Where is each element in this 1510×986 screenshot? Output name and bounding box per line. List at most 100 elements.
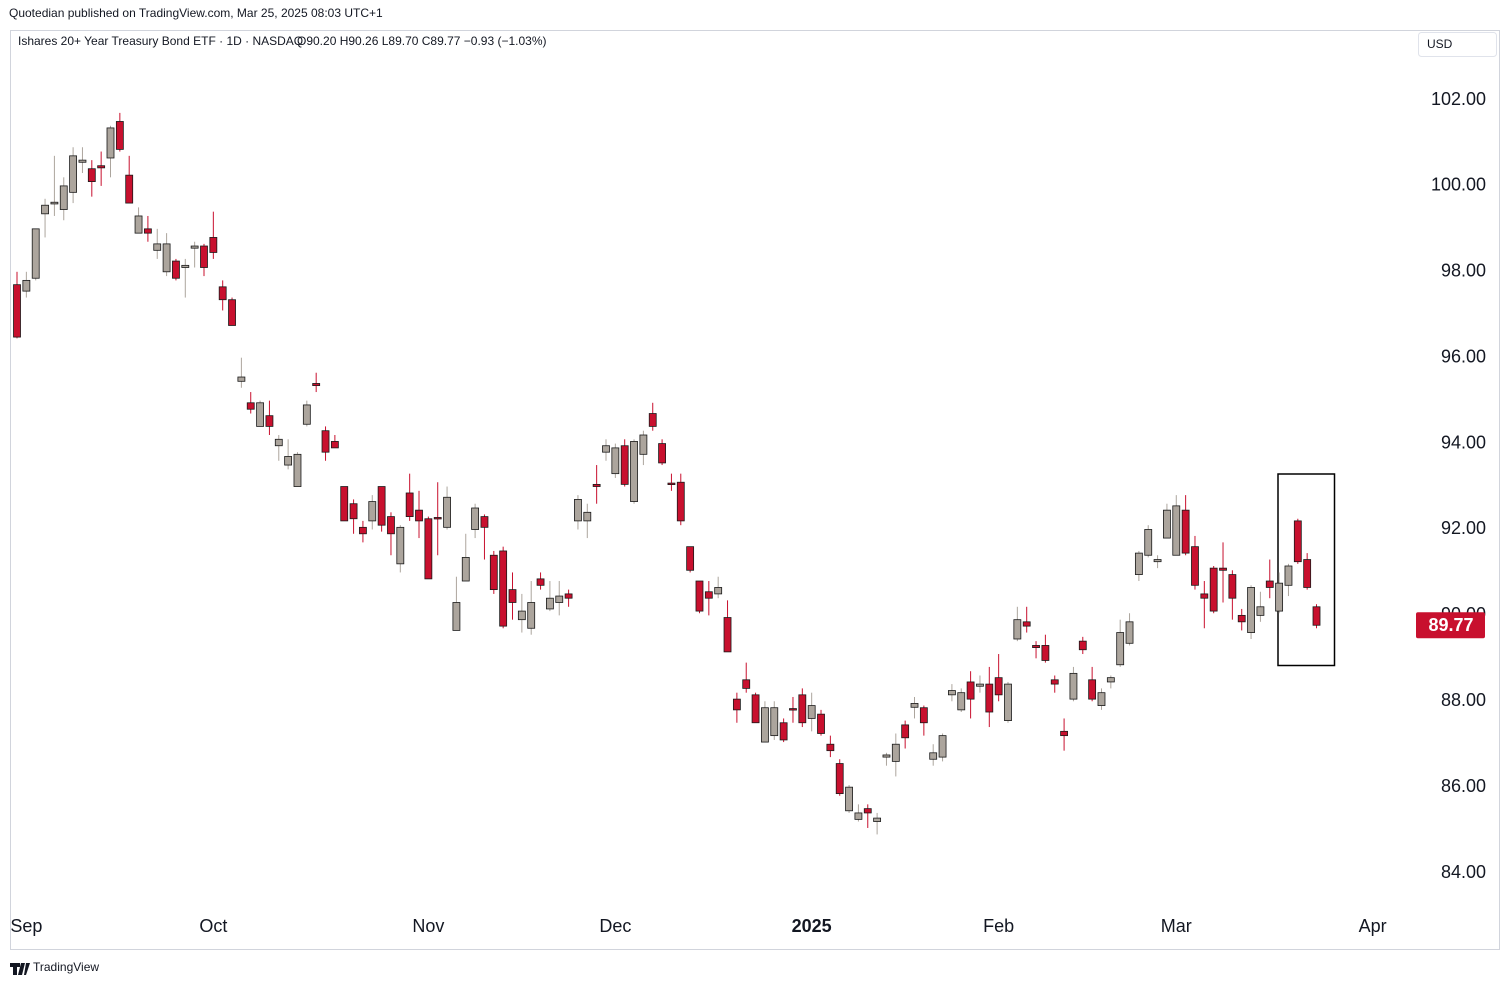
candle-body bbox=[695, 580, 704, 612]
candle-body bbox=[443, 496, 451, 528]
x-tick-label: Mar bbox=[1161, 916, 1192, 936]
symbol-title: Ishares 20+ Year Treasury Bond ETF · 1D … bbox=[18, 34, 303, 48]
y-tick-label: 100.00 bbox=[1431, 175, 1486, 195]
candle-body bbox=[602, 445, 610, 453]
candle-body bbox=[190, 245, 199, 249]
candle-body bbox=[966, 681, 975, 700]
chart-frame bbox=[10, 30, 1500, 950]
candle-body bbox=[1069, 672, 1078, 700]
highlight-box bbox=[1277, 473, 1336, 667]
candle-body bbox=[882, 754, 891, 758]
candle-body bbox=[1256, 606, 1265, 616]
candle-body bbox=[1134, 552, 1143, 575]
candle-body bbox=[1041, 645, 1050, 661]
candle-body bbox=[863, 808, 872, 814]
candle-body bbox=[1228, 574, 1237, 599]
candle-body bbox=[1153, 559, 1162, 563]
x-tick-label: Sep bbox=[10, 916, 42, 936]
candle-body bbox=[976, 683, 984, 687]
candle-body bbox=[87, 168, 96, 183]
candle-body bbox=[891, 743, 900, 762]
publisher-note: Quotedian published on TradingView.com, … bbox=[9, 6, 383, 20]
candle-body bbox=[779, 722, 788, 741]
candle-body bbox=[284, 456, 293, 466]
candle-body bbox=[181, 264, 190, 268]
candle-body bbox=[31, 228, 40, 279]
tradingview-logo bbox=[10, 963, 30, 975]
footer-brand: TradingView bbox=[33, 960, 99, 974]
candle-body bbox=[910, 703, 919, 708]
candle-body bbox=[1125, 621, 1134, 644]
candle-body bbox=[714, 587, 723, 595]
candle-body bbox=[1013, 619, 1022, 640]
candle-body bbox=[415, 509, 423, 522]
candle-body bbox=[340, 486, 349, 522]
candle-body bbox=[798, 694, 807, 724]
candle-body bbox=[901, 724, 910, 739]
candle-body bbox=[574, 499, 582, 522]
candle-body bbox=[265, 415, 274, 427]
candle-body bbox=[405, 492, 414, 517]
candle-body bbox=[994, 677, 1003, 696]
candle-body bbox=[676, 481, 685, 522]
candle-body bbox=[1172, 505, 1181, 556]
candle-body bbox=[59, 185, 68, 210]
candle-body bbox=[1293, 520, 1302, 563]
last-price-box bbox=[1416, 612, 1485, 639]
candle-body bbox=[938, 735, 947, 758]
x-tick-label: Apr bbox=[1359, 916, 1387, 936]
candle-body bbox=[1219, 567, 1227, 571]
candle-body bbox=[115, 121, 124, 150]
candle-body bbox=[835, 763, 844, 795]
candle-body bbox=[1078, 640, 1087, 651]
candle-body bbox=[1106, 677, 1115, 683]
candle-body bbox=[489, 554, 498, 591]
candle-body bbox=[1181, 509, 1190, 554]
y-tick-label: 92.00 bbox=[1441, 518, 1486, 538]
candle-body bbox=[555, 595, 564, 603]
candle-body bbox=[134, 215, 143, 234]
candle-body bbox=[639, 434, 648, 455]
candle-body bbox=[368, 501, 377, 522]
candle-body bbox=[1004, 683, 1012, 722]
candle-body bbox=[274, 438, 283, 447]
candle-body bbox=[1284, 565, 1293, 586]
currency-button[interactable] bbox=[1418, 32, 1497, 57]
candle-body bbox=[480, 516, 489, 528]
candle-body bbox=[1191, 546, 1199, 586]
candle-body bbox=[293, 453, 302, 487]
candle-body bbox=[228, 299, 236, 326]
candle-body bbox=[826, 743, 835, 752]
candle-body bbox=[658, 443, 666, 464]
candle-body bbox=[583, 511, 592, 522]
candle-body bbox=[1088, 679, 1097, 700]
candle-body bbox=[611, 447, 620, 475]
y-tick-label: 98.00 bbox=[1441, 261, 1486, 281]
x-tick-label: 2025 bbox=[792, 916, 832, 936]
candle-body bbox=[667, 482, 676, 485]
candle-body bbox=[22, 279, 31, 292]
candle-body bbox=[1303, 559, 1312, 588]
candle-body bbox=[817, 713, 825, 734]
candle-body bbox=[929, 752, 938, 760]
candle-body bbox=[50, 201, 59, 205]
candle-body bbox=[789, 708, 797, 711]
candle-body bbox=[536, 578, 545, 586]
candle-body bbox=[732, 698, 741, 711]
candle-body bbox=[237, 376, 246, 382]
candle-body bbox=[957, 692, 966, 711]
candle-body bbox=[433, 517, 442, 520]
candle-body bbox=[377, 486, 386, 526]
y-tick-label: 84.00 bbox=[1441, 862, 1486, 882]
candle-body bbox=[321, 430, 330, 453]
candle-body bbox=[97, 165, 106, 169]
candle-body bbox=[761, 707, 769, 743]
candle-body bbox=[461, 556, 470, 582]
candle-body bbox=[143, 228, 152, 234]
candle-body bbox=[527, 602, 536, 629]
candle-body bbox=[508, 589, 517, 603]
candle-body bbox=[218, 286, 227, 301]
candle-body bbox=[686, 546, 695, 571]
y-tick-label: 94.00 bbox=[1441, 432, 1486, 452]
